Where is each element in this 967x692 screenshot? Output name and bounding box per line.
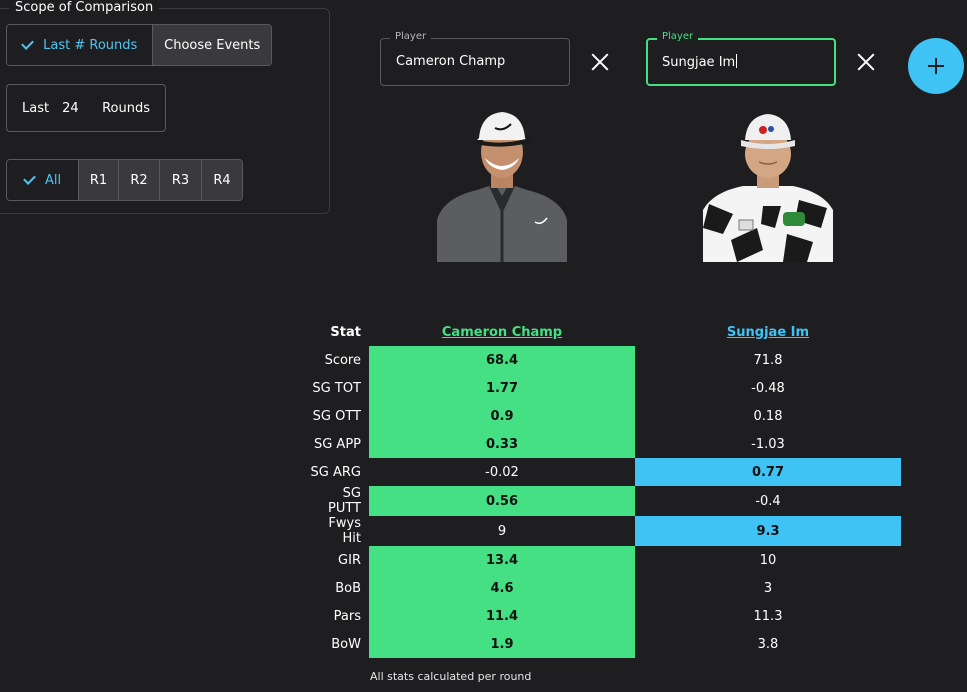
stat-name-cell: Score bbox=[324, 352, 361, 368]
player1-value-cell: 68.4 bbox=[369, 346, 635, 374]
player1-value-cell: 1.9 bbox=[369, 630, 635, 658]
scope-mode-toggle: Last # Rounds Choose Events bbox=[6, 24, 272, 66]
stat-name-cell: BoB bbox=[335, 580, 361, 596]
player2-value-cell: -1.03 bbox=[751, 436, 785, 452]
choose-events-option[interactable]: Choose Events bbox=[152, 25, 271, 65]
last-rounds-input[interactable]: Last 24 Rounds bbox=[6, 84, 166, 132]
table-header-row: Stat Cameron Champ Sungjae Im bbox=[310, 318, 901, 346]
player2-value-cell: -0.48 bbox=[751, 380, 785, 396]
player2-name-input[interactable]: Sungjae Im bbox=[662, 54, 738, 70]
stat-column-header: Stat bbox=[330, 324, 361, 340]
stat-name-cell: SG APP bbox=[313, 436, 361, 452]
player1-photo bbox=[437, 112, 567, 262]
table-row: GIR 13.4 10 bbox=[310, 546, 901, 574]
player1-field[interactable]: Player Cameron Champ bbox=[380, 31, 570, 86]
player1-field-label: Player bbox=[390, 31, 432, 42]
player1-column-header[interactable]: Cameron Champ bbox=[441, 324, 563, 340]
last-rounds-label: Last # Rounds bbox=[43, 37, 138, 53]
scope-of-comparison-panel: Scope of Comparison bbox=[0, 0, 330, 214]
table-row: SG APP 0.33 -1.03 bbox=[310, 430, 901, 458]
player1-value-cell: 13.4 bbox=[369, 546, 635, 574]
player1-value-cell: -0.02 bbox=[485, 464, 519, 480]
stat-name-cell: BoW bbox=[331, 636, 361, 652]
player1-value-cell: 0.56 bbox=[369, 486, 635, 516]
round-option-all[interactable]: All bbox=[7, 160, 78, 200]
round-option-all-label: All bbox=[44, 172, 62, 188]
text-caret bbox=[736, 54, 738, 68]
stat-name-cell: SG PUTT bbox=[327, 486, 361, 516]
remove-player1-close-icon[interactable] bbox=[590, 52, 610, 72]
table-row: Pars 11.4 11.3 bbox=[310, 602, 901, 630]
check-icon bbox=[21, 36, 35, 50]
table-row: Fwys Hit 9 9.3 bbox=[310, 516, 901, 546]
player2-value-cell: 0.77 bbox=[635, 458, 901, 486]
table-row: SG PUTT 0.56 -0.4 bbox=[310, 486, 901, 516]
player2-value-cell: -0.4 bbox=[755, 493, 781, 509]
round-option-r3[interactable]: R3 bbox=[159, 160, 201, 200]
stat-name-cell: Pars bbox=[333, 608, 361, 624]
table-row: SG ARG -0.02 0.77 bbox=[310, 458, 901, 486]
choose-events-label: Choose Events bbox=[164, 37, 261, 53]
player1-value-cell: 1.77 bbox=[369, 374, 635, 402]
remove-player2-close-icon[interactable] bbox=[856, 52, 876, 72]
player2-name-text: Sungjae Im bbox=[662, 55, 736, 70]
round-option-r4[interactable]: R4 bbox=[201, 160, 242, 200]
scope-title: Scope of Comparison bbox=[9, 0, 160, 15]
last-rounds-option[interactable]: Last # Rounds bbox=[7, 25, 153, 65]
player2-value-cell: 9.3 bbox=[635, 516, 901, 546]
table-row: SG OTT 0.9 0.18 bbox=[310, 402, 901, 430]
round-option-r4-label: R4 bbox=[213, 172, 231, 188]
round-option-r1-label: R1 bbox=[89, 172, 108, 188]
player1-name-input[interactable]: Cameron Champ bbox=[396, 54, 506, 69]
stat-name-cell: SG ARG bbox=[310, 464, 361, 480]
check-icon bbox=[23, 171, 36, 185]
player2-value-cell: 10 bbox=[759, 552, 777, 568]
add-player-plus-icon[interactable] bbox=[908, 38, 964, 94]
round-option-r3-label: R3 bbox=[171, 172, 190, 188]
round-option-r2[interactable]: R2 bbox=[118, 160, 159, 200]
player1-value-cell: 4.6 bbox=[369, 574, 635, 602]
stat-name-cell: SG TOT bbox=[312, 380, 361, 396]
player2-value-cell: 0.18 bbox=[753, 408, 783, 424]
stat-name-cell: GIR bbox=[338, 552, 361, 568]
player2-field-label: Player bbox=[657, 31, 699, 42]
footnote: All stats calculated per round bbox=[370, 670, 532, 683]
player2-value-cell: 3.8 bbox=[757, 636, 779, 652]
player2-value-cell: 71.8 bbox=[753, 352, 783, 368]
table-row: BoW 1.9 3.8 bbox=[310, 630, 901, 658]
player2-photo bbox=[703, 114, 833, 262]
player1-value-cell: 0.9 bbox=[369, 402, 635, 430]
player2-column-header[interactable]: Sungjae Im bbox=[726, 324, 810, 340]
stat-name-cell: Fwys Hit bbox=[328, 516, 361, 546]
player1-value-cell: 11.4 bbox=[369, 602, 635, 630]
player2-field[interactable]: Player Sungjae Im bbox=[646, 31, 836, 86]
last-prefix: Last bbox=[22, 100, 50, 116]
player2-value-cell: 3 bbox=[763, 580, 773, 596]
round-filter-toggle: All R1 R2 R3 R4 bbox=[6, 159, 243, 201]
player2-value-cell: 11.3 bbox=[753, 608, 783, 624]
player1-value-cell: 0.33 bbox=[369, 430, 635, 458]
stats-comparison-table: Stat Cameron Champ Sungjae Im Score 68.4 7… bbox=[310, 318, 901, 658]
stats-table-body: Score 68.4 71.8 SG TOT 1.77 -0.48 SG OTT 0.9 0.1… bbox=[310, 346, 901, 658]
stat-name-cell: SG OTT bbox=[312, 408, 361, 424]
table-row: BoB 4.6 3 bbox=[310, 574, 901, 602]
table-row: SG TOT 1.77 -0.48 bbox=[310, 374, 901, 402]
round-option-r1[interactable]: R1 bbox=[78, 160, 118, 200]
player1-value-cell: 9 bbox=[497, 523, 507, 539]
table-row: Score 68.4 71.8 bbox=[310, 346, 901, 374]
round-option-r2-label: R2 bbox=[130, 172, 148, 188]
last-suffix: Rounds bbox=[102, 100, 150, 116]
last-rounds-value[interactable]: 24 bbox=[62, 100, 79, 116]
